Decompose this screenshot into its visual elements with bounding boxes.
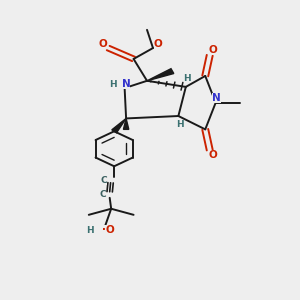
Polygon shape [112,118,126,133]
Polygon shape [123,118,129,129]
Text: H: H [184,74,191,83]
Text: C: C [100,190,106,199]
Text: O: O [98,39,107,49]
Text: N: N [122,80,130,89]
Text: H: H [109,80,116,89]
Text: H: H [85,226,93,235]
Text: O: O [208,45,217,55]
Text: H: H [176,120,184,129]
Text: O: O [154,39,163,49]
Text: C: C [101,176,107,185]
Polygon shape [147,69,174,81]
Text: O: O [208,150,217,160]
Text: ·O: ·O [102,225,115,235]
Text: N: N [212,93,221,103]
